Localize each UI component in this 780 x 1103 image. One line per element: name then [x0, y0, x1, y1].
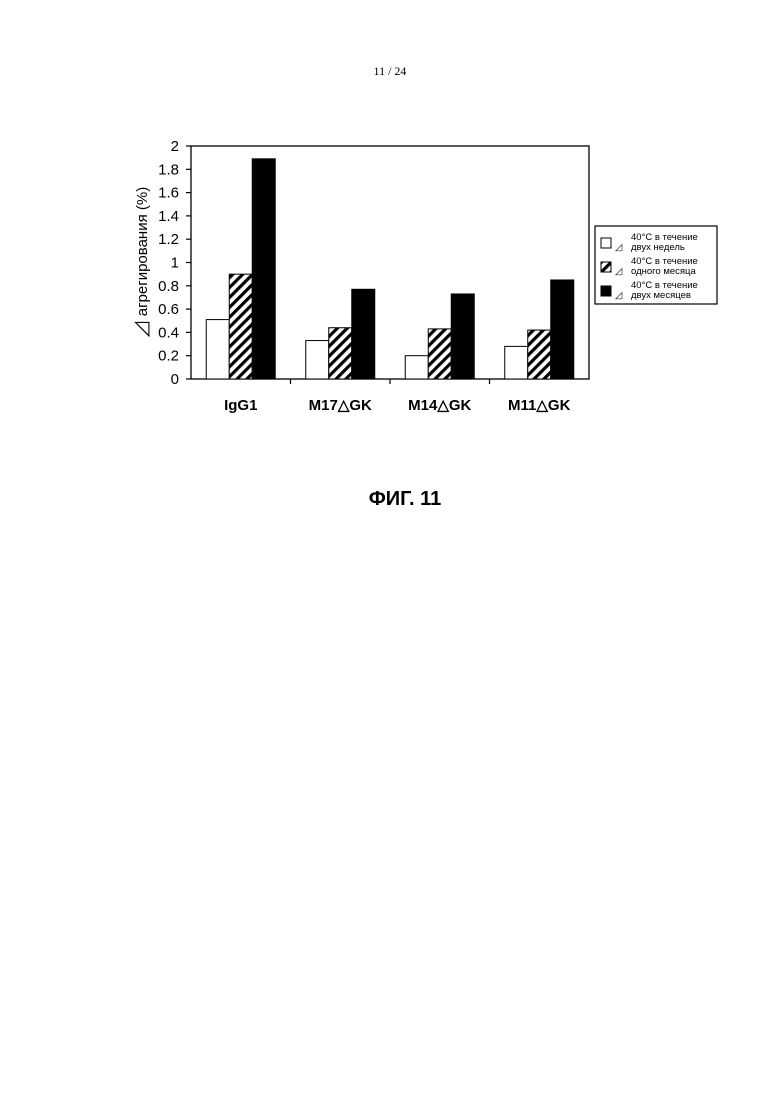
bar: [505, 346, 528, 379]
x-category-label: M11△GK: [508, 397, 571, 414]
y-tick-label: 0: [171, 371, 179, 388]
bar: [352, 289, 375, 379]
y-axis-label: ◿ агрегирования (%): [130, 187, 152, 337]
bar: [252, 159, 275, 379]
legend-label: двух недель: [631, 242, 685, 253]
bar: [551, 280, 574, 379]
legend-label: двух месяцев: [631, 290, 691, 301]
bar: [329, 328, 352, 379]
bar: [306, 341, 329, 379]
x-category-label: M14△GK: [408, 397, 471, 414]
bar: [206, 320, 229, 379]
y-tick-label: 1.2: [158, 231, 179, 248]
y-tick-label: 1.8: [158, 161, 179, 178]
legend-swatch: [601, 286, 611, 296]
bar: [528, 330, 551, 379]
legend-label: одного месяца: [631, 266, 696, 277]
y-tick-label: 0.2: [158, 348, 179, 365]
bar: [451, 294, 474, 379]
y-tick-label: 0.4: [158, 324, 179, 341]
y-tick-label: 1.4: [158, 208, 179, 225]
x-category-label: M17△GK: [309, 397, 372, 414]
y-tick-label: 1.6: [158, 185, 179, 202]
bar: [405, 356, 428, 379]
y-tick-label: 2: [171, 138, 179, 155]
x-category-label: IgG1: [224, 397, 257, 414]
bar: [428, 329, 451, 379]
figure-caption: ФИГ. 11: [0, 488, 780, 511]
y-tick-label: 0.8: [158, 278, 179, 295]
delta-icon: ◿: [615, 242, 623, 253]
legend-swatch: [601, 262, 611, 272]
delta-icon: ◿: [615, 266, 623, 277]
y-tick-label: 1: [171, 255, 179, 272]
legend-swatch: [601, 238, 611, 248]
bar: [229, 274, 252, 379]
delta-icon: ◿: [615, 290, 623, 301]
y-tick-label: 0.6: [158, 301, 179, 318]
